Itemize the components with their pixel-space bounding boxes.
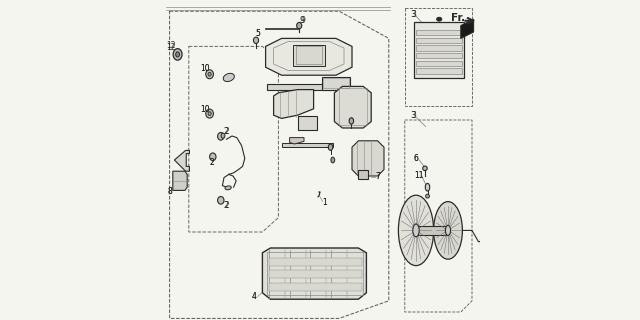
Text: 5: 5: [256, 29, 260, 38]
Ellipse shape: [436, 17, 442, 21]
Bar: [296, 46, 322, 64]
Bar: [339, 88, 367, 125]
Text: 10: 10: [200, 105, 210, 114]
Text: 9: 9: [301, 16, 305, 25]
Polygon shape: [174, 150, 189, 171]
Bar: [282, 143, 333, 147]
Ellipse shape: [413, 224, 419, 237]
Text: 8: 8: [168, 188, 173, 196]
Ellipse shape: [445, 225, 451, 236]
Ellipse shape: [398, 195, 434, 266]
Text: 5: 5: [255, 29, 260, 38]
Text: 3: 3: [411, 111, 416, 120]
Bar: [269, 270, 362, 278]
Text: 1: 1: [323, 198, 327, 207]
Ellipse shape: [206, 109, 214, 118]
Text: 10: 10: [200, 105, 210, 114]
Bar: [268, 252, 364, 295]
Text: 6: 6: [413, 154, 419, 163]
Bar: [269, 283, 362, 291]
Ellipse shape: [425, 183, 430, 191]
Polygon shape: [415, 22, 464, 78]
Text: 2: 2: [210, 158, 214, 167]
Ellipse shape: [426, 194, 429, 198]
Text: 2: 2: [224, 201, 229, 210]
Text: 11: 11: [414, 171, 423, 180]
Text: 11: 11: [414, 171, 423, 180]
Text: 3: 3: [411, 10, 416, 19]
Bar: [323, 78, 349, 88]
Text: 2: 2: [223, 127, 228, 136]
Ellipse shape: [218, 132, 224, 140]
Polygon shape: [416, 68, 463, 74]
Polygon shape: [416, 226, 448, 235]
Text: 3: 3: [411, 111, 416, 120]
Text: 12: 12: [166, 43, 175, 52]
Polygon shape: [262, 248, 366, 299]
Ellipse shape: [223, 73, 234, 82]
Text: 4: 4: [252, 292, 256, 301]
Ellipse shape: [297, 22, 302, 29]
Text: 1: 1: [323, 198, 327, 207]
Polygon shape: [352, 141, 384, 176]
Polygon shape: [274, 90, 314, 118]
Text: 4: 4: [252, 292, 256, 301]
Ellipse shape: [253, 37, 259, 44]
Text: 7: 7: [376, 172, 381, 181]
Polygon shape: [173, 171, 187, 190]
Ellipse shape: [210, 153, 216, 161]
Text: 7: 7: [376, 172, 381, 181]
Text: 2: 2: [223, 201, 228, 210]
Polygon shape: [461, 19, 474, 38]
Bar: [358, 170, 368, 179]
Ellipse shape: [328, 144, 333, 150]
Ellipse shape: [349, 118, 354, 124]
Ellipse shape: [173, 49, 182, 60]
Ellipse shape: [206, 70, 214, 79]
Text: 12: 12: [166, 41, 175, 50]
Text: 8: 8: [168, 188, 173, 196]
Bar: [298, 116, 317, 130]
Ellipse shape: [218, 196, 224, 204]
Ellipse shape: [208, 112, 211, 116]
Bar: [268, 84, 341, 90]
Bar: [480, 238, 488, 245]
Polygon shape: [266, 38, 352, 75]
Text: 10: 10: [200, 64, 210, 73]
Polygon shape: [416, 30, 463, 35]
Bar: [322, 77, 351, 90]
Polygon shape: [334, 86, 371, 128]
Ellipse shape: [221, 133, 225, 138]
Ellipse shape: [434, 202, 463, 259]
Ellipse shape: [331, 157, 335, 163]
Ellipse shape: [175, 52, 179, 57]
Ellipse shape: [422, 166, 428, 171]
Polygon shape: [290, 138, 304, 144]
Ellipse shape: [225, 186, 231, 190]
Text: Fr.: Fr.: [451, 13, 465, 23]
Text: 10: 10: [200, 64, 210, 73]
Text: 2: 2: [224, 127, 229, 136]
Ellipse shape: [208, 72, 211, 76]
Bar: [269, 258, 362, 266]
Text: 3: 3: [411, 10, 416, 19]
Bar: [292, 45, 324, 66]
Polygon shape: [416, 38, 463, 43]
Polygon shape: [416, 61, 463, 66]
Text: 2: 2: [210, 158, 214, 167]
Polygon shape: [416, 45, 463, 51]
Text: 9: 9: [300, 16, 304, 25]
Polygon shape: [416, 53, 463, 58]
Text: 6: 6: [413, 154, 419, 163]
